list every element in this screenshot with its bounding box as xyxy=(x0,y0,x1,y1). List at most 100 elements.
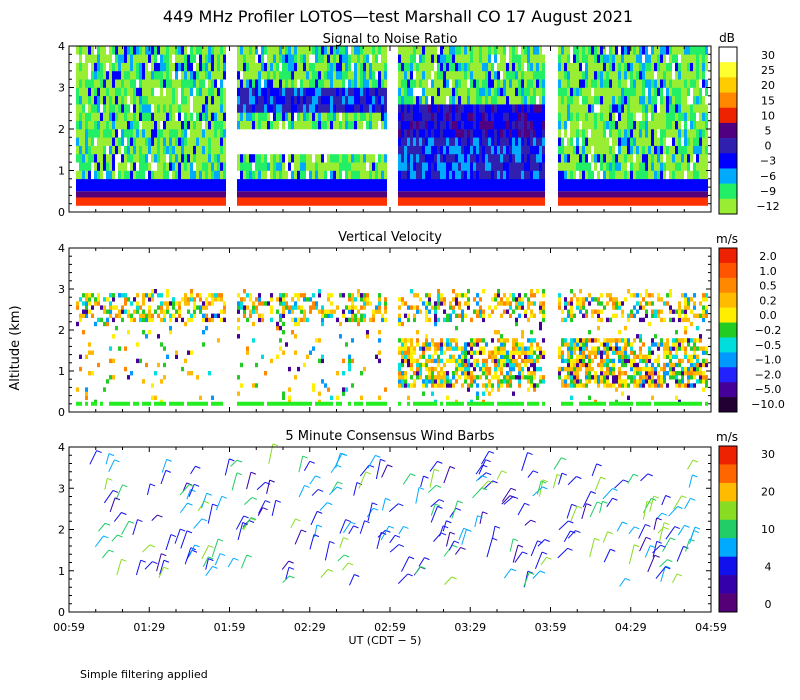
snr-cell xyxy=(404,191,407,198)
snr-cell xyxy=(410,46,413,55)
velocity-cell xyxy=(372,317,375,323)
snr-cell xyxy=(699,62,702,72)
velocity-cell xyxy=(473,362,476,368)
velocity-cell xyxy=(103,321,106,327)
snr-cell xyxy=(264,112,267,121)
snr-cell xyxy=(249,153,252,163)
snr-cell xyxy=(288,153,291,163)
velocity-cell xyxy=(506,362,509,368)
snr-cell xyxy=(309,104,312,113)
snr-cell xyxy=(97,104,100,113)
snr-cell xyxy=(291,178,294,192)
snr-cell xyxy=(223,62,226,72)
snr-cell xyxy=(533,79,536,88)
snr-cell xyxy=(220,153,223,163)
snr-cell xyxy=(273,120,276,130)
velocity-cell xyxy=(124,297,127,302)
snr-cell xyxy=(621,191,624,198)
snr-cell xyxy=(79,120,82,130)
velocity-cell xyxy=(252,305,255,310)
snr-cell xyxy=(407,54,410,63)
snr-cell xyxy=(91,178,94,192)
snr-cell xyxy=(624,197,627,206)
snr-cell xyxy=(512,104,515,113)
snr-cell xyxy=(615,145,618,155)
snr-cell xyxy=(639,197,642,206)
snr-cell xyxy=(512,62,515,72)
snr-cell xyxy=(576,70,579,80)
snr-cell xyxy=(109,87,112,97)
snr-cell xyxy=(279,191,282,198)
snr-cell xyxy=(654,137,657,146)
velocity-cell xyxy=(261,354,264,359)
snr-cell xyxy=(91,79,94,88)
velocity-cell xyxy=(252,383,255,388)
snr-cell xyxy=(636,120,639,130)
snr-cell xyxy=(597,153,600,163)
velocity-cell xyxy=(243,313,246,318)
snr-cell xyxy=(324,170,327,180)
snr-cell xyxy=(594,46,597,55)
snr-cell xyxy=(639,178,642,192)
snr-cell xyxy=(342,191,345,198)
snr-cell xyxy=(699,170,702,180)
velocity-cell xyxy=(428,317,431,323)
snr-cell xyxy=(437,95,440,105)
snr-cell xyxy=(163,178,166,192)
velocity-cell xyxy=(401,375,404,380)
snr-cell xyxy=(151,129,154,138)
snr-cell xyxy=(345,70,348,80)
snr-cell xyxy=(419,62,422,72)
snr-cell xyxy=(473,197,476,206)
snr-cell xyxy=(624,112,627,121)
velocity-cell xyxy=(413,350,416,355)
snr-cell xyxy=(476,137,479,146)
snr-cell xyxy=(148,54,151,63)
snr-cell xyxy=(255,95,258,105)
snr-cell xyxy=(300,137,303,146)
velocity-cell xyxy=(404,375,407,380)
snr-cell xyxy=(285,197,288,206)
snr-cell xyxy=(336,137,339,146)
snr-cell xyxy=(440,153,443,163)
snr-cell xyxy=(621,137,624,146)
snr-cell xyxy=(300,170,303,180)
snr-cell xyxy=(440,129,443,138)
snr-cell xyxy=(294,145,297,155)
snr-cell xyxy=(178,54,181,63)
snr-cell xyxy=(452,153,455,163)
snr-cell xyxy=(279,46,282,55)
snr-cell xyxy=(476,197,479,206)
velocity-cell xyxy=(503,362,506,368)
velocity-cell xyxy=(384,301,387,306)
snr-cell xyxy=(169,197,172,206)
snr-cell xyxy=(252,178,255,192)
snr-cell xyxy=(261,70,264,80)
velocity-cell xyxy=(384,297,387,302)
snr-cell xyxy=(169,153,172,163)
snr-cell xyxy=(449,197,452,206)
snr-cell xyxy=(591,129,594,138)
snr-cell xyxy=(318,197,321,206)
velocity-cell xyxy=(139,305,142,310)
velocity-cell xyxy=(422,401,425,406)
velocity-cell xyxy=(372,309,375,314)
velocity-cell xyxy=(378,330,381,335)
snr-cell xyxy=(681,112,684,121)
snr-cell xyxy=(127,62,130,72)
snr-cell xyxy=(85,62,88,72)
snr-cell xyxy=(672,137,675,146)
snr-cell xyxy=(124,87,127,97)
velocity-cell xyxy=(467,301,470,306)
snr-cell xyxy=(318,137,321,146)
velocity-cell xyxy=(500,297,503,302)
snr-cell xyxy=(85,54,88,63)
snr-cell xyxy=(533,70,536,80)
velocity-cell xyxy=(124,293,127,298)
snr-cell xyxy=(196,70,199,80)
snr-cell xyxy=(588,95,591,105)
velocity-cell xyxy=(264,371,267,376)
velocity-cell xyxy=(488,401,491,406)
snr-cell xyxy=(630,46,633,55)
velocity-cell xyxy=(407,362,410,368)
